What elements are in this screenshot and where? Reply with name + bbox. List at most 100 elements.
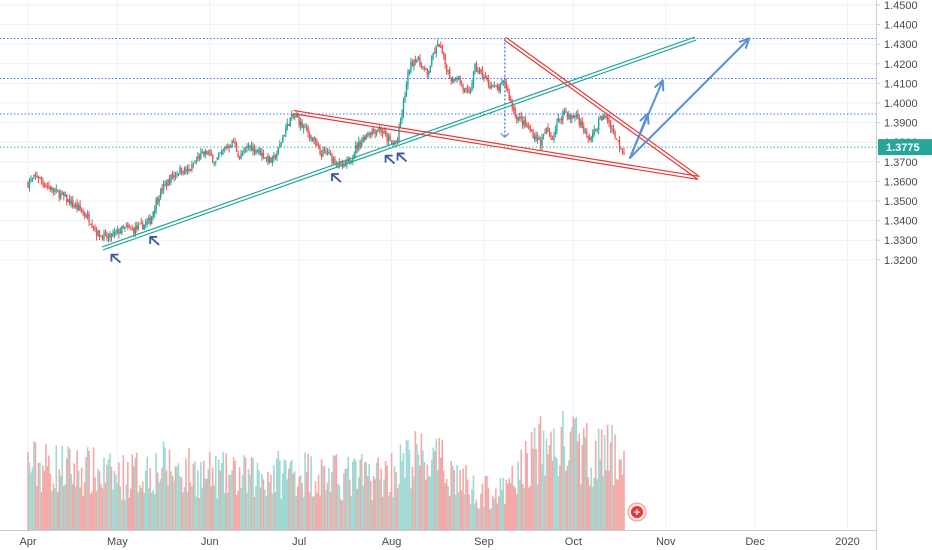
candle-body <box>328 152 330 154</box>
candle-body <box>31 177 34 179</box>
candle-body <box>352 157 354 162</box>
volume-bar <box>620 459 622 530</box>
volume-bar <box>305 472 308 530</box>
candle-body <box>291 114 293 117</box>
projection-arrow[interactable] <box>628 79 664 159</box>
volume-bar <box>363 462 366 530</box>
grid <box>0 0 876 530</box>
candle-body <box>508 91 510 101</box>
candle-body <box>389 136 391 141</box>
candle-body <box>170 174 172 183</box>
price-tick-label: 1.3300 <box>884 235 918 247</box>
candle-body <box>571 115 573 120</box>
candle-body <box>106 233 108 239</box>
volume-bar <box>343 473 345 530</box>
price-tick-label: 1.4300 <box>884 39 918 51</box>
volume-bar <box>164 447 166 530</box>
projection-arrow[interactable] <box>628 37 751 159</box>
trend-channel-line[interactable] <box>101 36 696 248</box>
candle-body <box>69 198 71 206</box>
volume-bar <box>447 486 449 530</box>
volume-bar <box>405 439 408 530</box>
add-symbol-button[interactable]: + <box>627 502 647 522</box>
candle-body <box>475 63 478 72</box>
candle-body <box>434 52 436 54</box>
triangle-lower-line[interactable] <box>293 109 699 177</box>
triangle-lower-line[interactable] <box>292 113 699 181</box>
candle-body <box>325 151 327 153</box>
candle-body <box>320 154 323 157</box>
candle-body <box>541 136 543 147</box>
price-tick-label: 1.4500 <box>884 0 918 12</box>
candle-body <box>209 151 211 153</box>
candle-body <box>225 146 227 149</box>
volume-bar <box>141 481 144 530</box>
time-tick-label: Oct <box>565 536 582 548</box>
candle-body <box>597 119 600 130</box>
candle-body <box>85 215 87 218</box>
volume-bar <box>247 468 250 530</box>
candle-body <box>197 156 199 159</box>
volume-bar <box>298 476 300 530</box>
volume-bar <box>208 452 211 530</box>
candle-body <box>530 129 533 132</box>
candle-body <box>167 179 169 186</box>
candle-body <box>265 156 268 158</box>
candle-body <box>426 68 429 75</box>
trend-channel-line[interactable] <box>102 39 697 251</box>
volume-bar <box>206 478 208 530</box>
volume-bar <box>422 450 424 530</box>
candle-body <box>60 193 62 199</box>
volume-bar <box>188 448 190 530</box>
volume-bar <box>474 503 476 530</box>
time-tick-label: Nov <box>656 536 676 548</box>
candle-body <box>589 137 591 141</box>
volume-bar <box>420 433 423 530</box>
volume-bar <box>506 483 509 530</box>
candle-body <box>267 156 269 162</box>
volume-bar <box>316 492 318 530</box>
volume-bar <box>565 471 567 530</box>
volume-bar <box>262 479 265 530</box>
candle-body <box>383 131 385 133</box>
volume-bar <box>535 448 537 530</box>
volume-bar <box>279 460 281 530</box>
triangle-upper-line[interactable] <box>505 36 700 178</box>
volume-bar <box>264 489 266 530</box>
volume-bar <box>223 492 226 530</box>
candle-body <box>139 223 141 225</box>
volume-bar <box>161 467 163 530</box>
candle-body <box>600 116 603 121</box>
volume-bar <box>54 488 56 530</box>
volume-bar <box>159 479 162 530</box>
volume-bar <box>171 475 174 530</box>
volume-bar <box>130 488 132 530</box>
volume-bar <box>255 486 257 530</box>
volume-bar <box>377 457 379 530</box>
drawing-tools[interactable] <box>101 36 751 264</box>
candle-body <box>346 160 348 165</box>
triangle-upper-line[interactable] <box>503 39 698 180</box>
candle-body <box>551 139 554 141</box>
volume-bar <box>270 474 272 530</box>
candle-body <box>158 198 160 203</box>
volume-bar <box>353 458 356 530</box>
candle-body <box>471 83 473 91</box>
candle-body <box>241 153 244 155</box>
candle-body <box>206 150 208 154</box>
candle-body <box>377 128 379 131</box>
volume-bar <box>337 483 339 530</box>
volume-bar <box>121 499 123 530</box>
candle-body <box>404 95 406 101</box>
volume-bar <box>241 475 244 530</box>
volume-bar <box>372 476 375 530</box>
candle-body <box>478 70 481 74</box>
candle-body <box>168 178 171 184</box>
horizontal-levels[interactable] <box>0 38 876 148</box>
volume-bar <box>228 474 230 530</box>
candle-body <box>480 69 482 72</box>
volume-bar <box>118 462 120 530</box>
volume-bar <box>51 491 53 530</box>
